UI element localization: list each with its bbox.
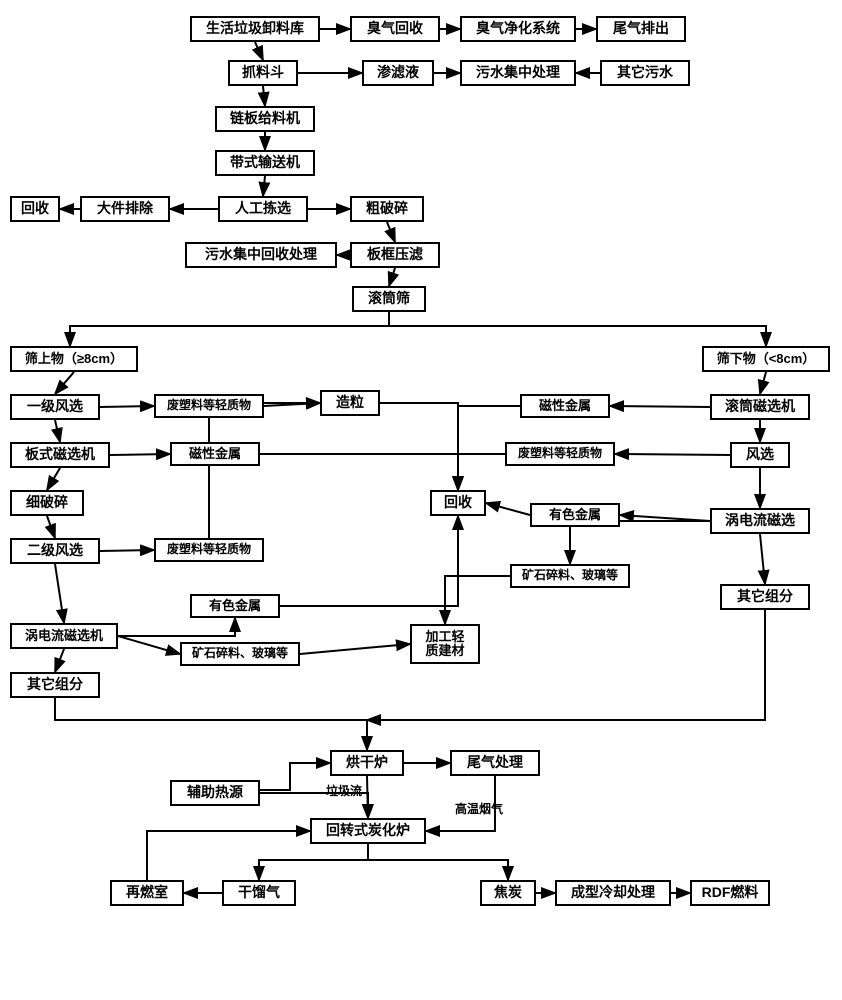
node-n35: 矿石碎料、玻璃等: [510, 564, 630, 588]
edge-n38-n36: [118, 618, 235, 636]
edge-n20-n21: [100, 406, 154, 407]
edge-n22-n30: [380, 403, 458, 490]
node-n10: 带式输送机: [215, 150, 315, 176]
node-n30: 回收: [430, 490, 486, 516]
edge-n41-n42: [55, 698, 367, 750]
edge-n35-n40: [445, 576, 510, 624]
node-n29: 细破碎: [10, 490, 84, 516]
node-n24: 滚筒磁选机: [710, 394, 810, 420]
node-n15: 污水集中回收处理: [185, 242, 337, 268]
node-n50: RDF燃料: [690, 880, 770, 906]
edge-n18-n20: [55, 372, 74, 394]
edge-n26-n30: [260, 454, 458, 490]
node-n48: 焦炭: [480, 880, 536, 906]
label-l2: 高温烟气: [455, 800, 503, 817]
edge-n46-n45: [147, 831, 310, 880]
edge-n32-n38: [55, 564, 64, 623]
node-n27: 废塑料等轻质物: [505, 442, 615, 466]
node-n3: 臭气净化系统: [460, 16, 576, 42]
edge-n14-n16: [387, 222, 395, 242]
node-n18: 筛上物（≥8cm）: [10, 346, 138, 372]
node-n26: 磁性金属: [170, 442, 260, 466]
node-n13: 人工拣选: [218, 196, 308, 222]
edge-n25-n29: [47, 468, 60, 490]
node-n38: 涡电流磁选机: [10, 623, 118, 649]
edge-n39-n40: [300, 644, 410, 654]
node-n11: 回收: [10, 196, 60, 222]
edge-n45-n47: [259, 844, 368, 880]
node-n40: 加工轻质建材: [410, 624, 480, 664]
edge-n34-n31: [620, 515, 710, 521]
node-n28: 风选: [730, 442, 790, 468]
edge-n28-n27: [615, 454, 730, 455]
edge-n16-n17: [389, 268, 395, 286]
node-n16: 板框压滤: [350, 242, 440, 268]
node-n42: 烘干炉: [330, 750, 404, 776]
edge-n29-n32: [47, 516, 55, 538]
node-n19: 筛下物（<8cm）: [702, 346, 830, 372]
edge-n25-n26: [110, 454, 170, 455]
node-n2: 臭气回收: [350, 16, 440, 42]
node-n49: 成型冷却处理: [555, 880, 671, 906]
node-n22: 造粒: [320, 390, 380, 416]
node-n39: 矿石碎料、玻璃等: [180, 642, 300, 666]
node-n20: 一级风选: [10, 394, 100, 420]
node-n32: 二级风选: [10, 538, 100, 564]
edge-n38-n41: [55, 649, 64, 672]
node-n31: 有色金属: [530, 503, 620, 527]
edge-n17-n18: [70, 312, 389, 346]
node-n36: 有色金属: [190, 594, 280, 618]
edge-n10-n13: [263, 176, 265, 196]
edge-n31-n30: [486, 503, 530, 515]
node-n25: 板式磁选机: [10, 442, 110, 468]
label-l1: 垃圾流: [326, 782, 362, 799]
edge-n21-n22: [264, 403, 320, 406]
edge-n34-n37: [760, 534, 765, 584]
node-n41: 其它组分: [10, 672, 100, 698]
edge-n34-n35: [570, 521, 710, 564]
node-n33: 废塑料等轻质物: [154, 538, 264, 562]
edge-n27-n30: [458, 454, 505, 490]
edge-n24-n23: [610, 406, 710, 407]
node-n44: 辅助热源: [170, 780, 260, 806]
node-n8: 其它污水: [600, 60, 690, 86]
node-n12: 大件排除: [80, 196, 170, 222]
node-n7: 污水集中处理: [460, 60, 576, 86]
edge-n17-n19: [389, 312, 766, 346]
node-n43: 尾气处理: [450, 750, 540, 776]
node-n47: 干馏气: [222, 880, 296, 906]
node-n21: 废塑料等轻质物: [154, 394, 264, 418]
edge-n33-n22: [209, 403, 320, 538]
edge-n36-n30: [280, 516, 458, 606]
edge-n20-n25: [55, 420, 60, 442]
node-n5: 抓料斗: [228, 60, 298, 86]
node-n46: 再燃室: [110, 880, 184, 906]
edge-n19-n24: [760, 372, 766, 394]
node-n45: 回转式炭化炉: [310, 818, 426, 844]
edge-n5-n9: [263, 86, 265, 106]
node-n4: 尾气排出: [596, 16, 686, 42]
edge-n38-n39: [118, 636, 180, 654]
node-n37: 其它组分: [720, 584, 810, 610]
edge-n42-n45: [367, 776, 368, 818]
node-n9: 链板给料机: [215, 106, 315, 132]
edge-n44-n42: [260, 763, 330, 790]
node-n34: 涡电流磁选: [710, 508, 810, 534]
edge-n1-n5: [255, 42, 263, 60]
edge-n45-n48: [368, 844, 508, 880]
flowchart-container: 生活垃圾卸料库 臭气回收臭气净化系统尾气排出抓料斗 渗滤液污水集中处理其它污水链板给…: [10, 10, 832, 990]
node-n17: 滚筒筛: [352, 286, 426, 312]
edge-n32-n33: [100, 550, 154, 551]
node-n1: 生活垃圾卸料库: [190, 16, 320, 42]
node-n14: 粗破碎: [350, 196, 424, 222]
node-n23: 磁性金属: [520, 394, 610, 418]
node-n6: 渗滤液: [362, 60, 434, 86]
